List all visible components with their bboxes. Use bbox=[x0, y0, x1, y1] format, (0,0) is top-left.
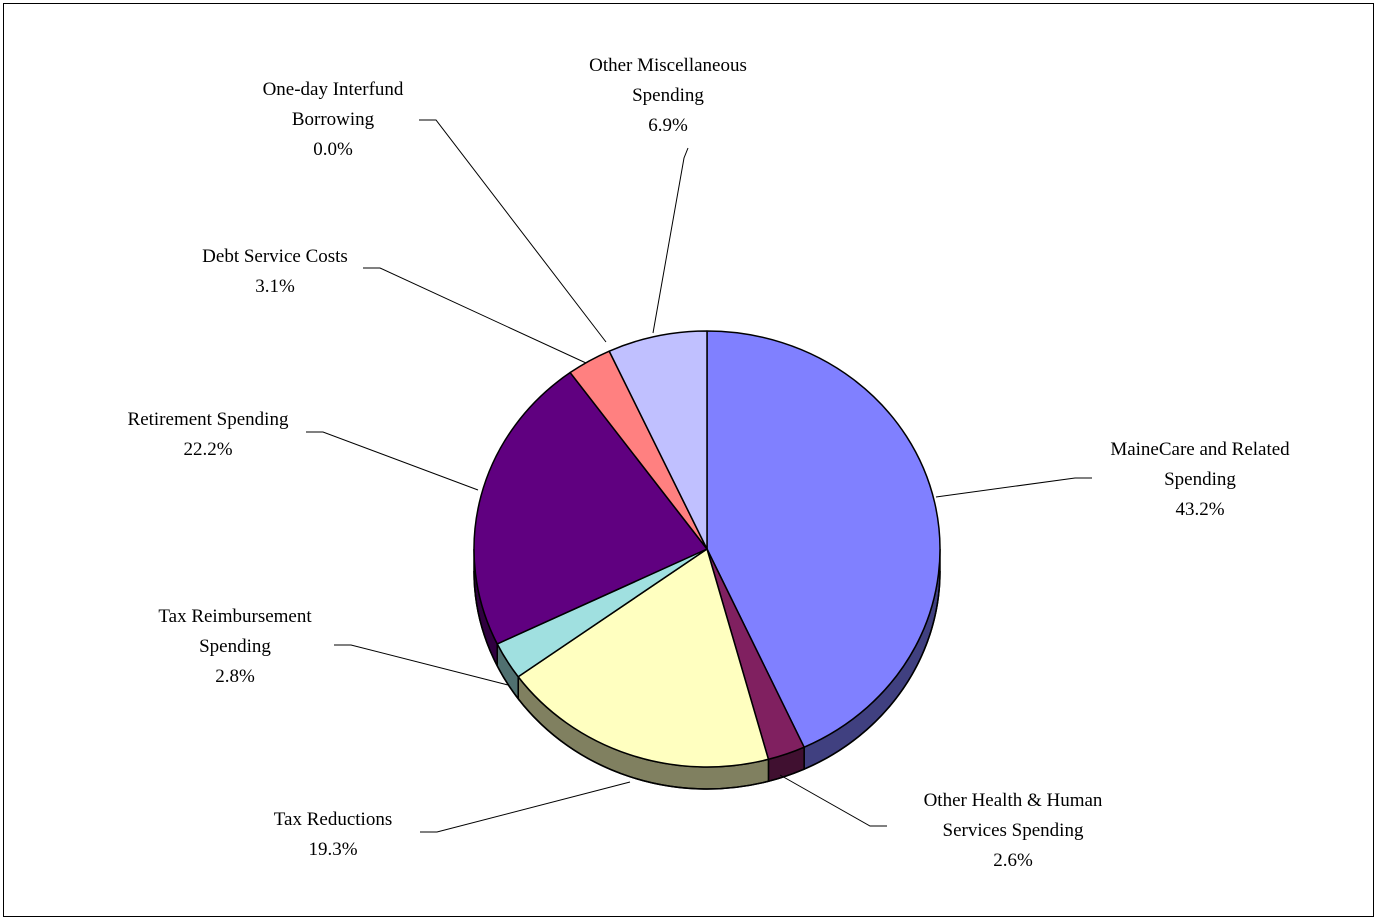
slice-label-tax-reimbursement-spending: Tax Reimbursement Spending 2.8% bbox=[158, 606, 312, 687]
leader-line-other-health-human-services-spending bbox=[779, 774, 887, 827]
slice-name-other-miscellaneous-spending: Spending bbox=[632, 85, 704, 106]
slice-retirement-spending bbox=[473, 371, 708, 645]
slice-label-debt-service-costs: Debt Service Costs 3.1% bbox=[202, 246, 348, 297]
slice-name-tax-reimbursement-spending: Tax Reimbursement bbox=[158, 606, 312, 627]
slice-name-one-day-interfund-borrowing: Borrowing bbox=[292, 109, 375, 130]
slice-percent-retirement-spending: 22.2% bbox=[183, 439, 232, 460]
leader-line-one-day-interfund-borrowing bbox=[419, 119, 607, 343]
slice-other-miscellaneous-spending bbox=[608, 330, 708, 550]
slice-label-mainecare-and-related-spending: MaineCare and Related Spending 43.2% bbox=[1110, 439, 1290, 520]
slice-name-one-day-interfund-borrowing: One-day Interfund bbox=[263, 79, 404, 100]
pie-rim bbox=[473, 570, 941, 790]
slice-percent-tax-reductions: 19.3% bbox=[308, 839, 357, 860]
slice-name-tax-reductions: Tax Reductions bbox=[274, 809, 392, 830]
leader-lines bbox=[306, 119, 1092, 833]
slice-percent-other-miscellaneous-spending: 6.9% bbox=[648, 115, 688, 136]
leader-line-retirement-spending bbox=[306, 431, 479, 491]
slice-name-other-health-human-services-spending: Other Health & Human bbox=[924, 790, 1103, 811]
slice-tax-reductions bbox=[517, 548, 770, 768]
slice-label-one-day-interfund-borrowing: One-day Interfund Borrowing 0.0% bbox=[263, 79, 404, 160]
slice-percent-other-health-human-services-spending: 2.6% bbox=[993, 850, 1033, 871]
leader-line-other-miscellaneous-spending bbox=[652, 147, 689, 334]
pie-slices bbox=[473, 330, 941, 768]
slice-name-tax-reimbursement-spending: Spending bbox=[199, 636, 271, 657]
slice-name-mainecare-and-related-spending: Spending bbox=[1164, 469, 1236, 490]
slice-name-retirement-spending: Retirement Spending bbox=[128, 409, 289, 430]
slice-percent-mainecare-and-related-spending: 43.2% bbox=[1175, 499, 1224, 520]
slice-name-debt-service-costs: Debt Service Costs bbox=[202, 246, 348, 267]
slice-label-tax-reductions: Tax Reductions 19.3% bbox=[274, 809, 392, 860]
slice-label-other-miscellaneous-spending: Other Miscellaneous Spending 6.9% bbox=[589, 55, 747, 136]
slice-name-other-health-human-services-spending: Services Spending bbox=[943, 820, 1084, 841]
slice-name-mainecare-and-related-spending: MaineCare and Related bbox=[1110, 439, 1290, 460]
leader-line-debt-service-costs bbox=[363, 267, 587, 364]
slice-label-other-health-human-services-spending: Other Health & Human Services Spending 2.6… bbox=[924, 790, 1103, 871]
slice-percent-one-day-interfund-borrowing: 0.0% bbox=[313, 139, 353, 160]
slice-name-other-miscellaneous-spending: Other Miscellaneous bbox=[589, 55, 747, 76]
slice-label-retirement-spending: Retirement Spending 22.2% bbox=[128, 409, 289, 460]
leader-line-tax-reductions bbox=[420, 781, 631, 833]
slice-mainecare-and-related-spending bbox=[706, 330, 941, 748]
leader-line-mainecare-and-related-spending bbox=[935, 477, 1092, 498]
leader-line-tax-reimbursement-spending bbox=[334, 644, 509, 686]
slice-percent-tax-reimbursement-spending: 2.8% bbox=[215, 666, 255, 687]
slice-percent-debt-service-costs: 3.1% bbox=[255, 276, 295, 297]
slice-labels: MaineCare and Related Spending 43.2% Other … bbox=[128, 55, 1291, 871]
